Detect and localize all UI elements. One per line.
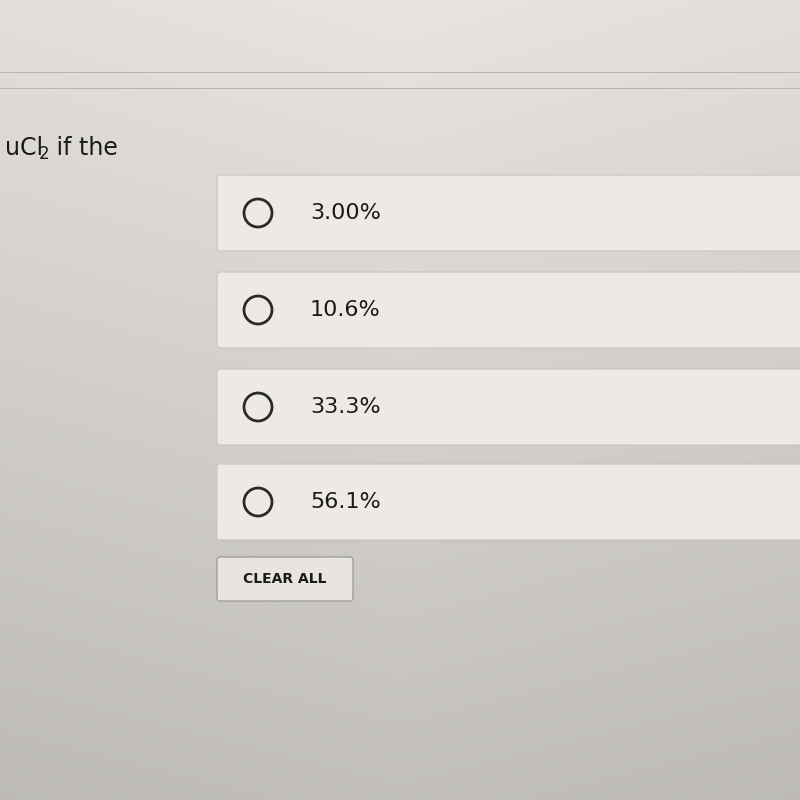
Circle shape (244, 393, 272, 421)
Text: 10.6%: 10.6% (310, 300, 381, 320)
FancyBboxPatch shape (217, 272, 800, 348)
FancyBboxPatch shape (217, 369, 800, 445)
Text: 33.3%: 33.3% (310, 397, 381, 417)
Circle shape (244, 488, 272, 516)
FancyBboxPatch shape (217, 175, 800, 251)
Text: uCl: uCl (5, 136, 43, 160)
Text: 3.00%: 3.00% (310, 203, 381, 223)
FancyBboxPatch shape (217, 464, 800, 540)
Circle shape (244, 199, 272, 227)
Text: if the: if the (49, 136, 118, 160)
Text: 56.1%: 56.1% (310, 492, 381, 512)
FancyBboxPatch shape (217, 557, 353, 601)
Circle shape (244, 296, 272, 324)
Text: CLEAR ALL: CLEAR ALL (243, 572, 326, 586)
Text: 2: 2 (39, 145, 50, 163)
